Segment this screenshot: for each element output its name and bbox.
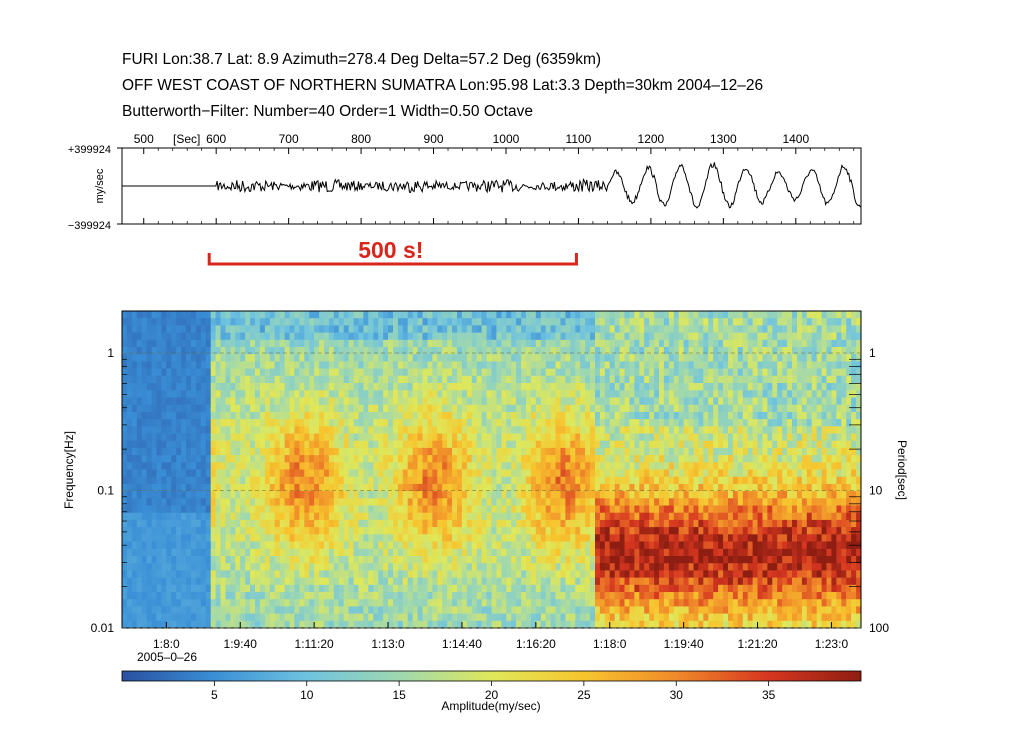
period-tick-label-1: 10	[869, 484, 883, 498]
time-tick-label-9: 1:23:0	[815, 637, 849, 651]
annotation-label: 500 s!	[358, 237, 423, 263]
period-tick-label-2: 100	[869, 621, 889, 635]
date-label: 2005‒0‒26	[137, 650, 197, 664]
frequency-tick-label-0: 1	[107, 346, 114, 360]
time-tick-label-6: 1:18:0	[593, 637, 627, 651]
seismogram-frame	[121, 147, 862, 225]
time-tick-label-2: 1:11:20	[295, 637, 334, 651]
seismogram-xunit: [Sec]	[173, 132, 200, 146]
spectrogram-frame	[121, 310, 862, 629]
time-tick-label-8: 1:21:20	[738, 637, 778, 651]
seismogram-ymax-label: +399924	[68, 144, 111, 156]
time-tick-label-1: 1:9:40	[224, 637, 258, 651]
seismogram-ylabel: my/sec	[94, 168, 106, 203]
colorbar-tick-label-6: 35	[762, 688, 776, 702]
frequency-axis-label: Frequency[Hz]	[62, 431, 76, 509]
event-info: OFF WEST COAST OF NORTHERN SUMATRA Lon:9…	[122, 77, 764, 94]
colorbar	[121, 670, 862, 682]
period-axis-label: Period[sec]	[895, 440, 909, 500]
time-tick-label-4: 1:14:40	[442, 637, 482, 651]
colorbar-tick-label-0: 5	[211, 688, 218, 702]
frequency-tick-label-1: 0.1	[97, 484, 114, 498]
time-tick-label-0: 1:8:0	[153, 637, 180, 651]
seismogram-tick-label-2: 700	[279, 132, 299, 146]
colorbar-tick-label-2: 15	[392, 688, 406, 702]
colorbar-tick-label-4: 25	[577, 688, 591, 702]
station-info: FURI Lon:38.7 Lat: 8.9 Azimuth=278.4 Deg…	[122, 51, 602, 68]
seismogram-tick-label-5: 1000	[493, 132, 520, 146]
time-tick-label-3: 1:13:0	[371, 637, 405, 651]
seismogram-tick-label-0: 500	[134, 132, 154, 146]
seismogram-tick-label-8: 1300	[710, 132, 737, 146]
spectrogram-cells	[122, 311, 861, 628]
seismogram-tick-label-1: 600	[206, 132, 226, 146]
filter-info: Butterworth−Filter: Number=40 Order=1 Wi…	[122, 103, 533, 120]
time-tick-label-5: 1:16:20	[516, 637, 556, 651]
period-tick-label-0: 1	[869, 346, 876, 360]
seismogram-tick-label-6: 1100	[566, 132, 592, 146]
colorbar-tick-label-5: 30	[670, 688, 684, 702]
seismogram-trace	[122, 162, 861, 209]
frequency-tick-label-2: 0.01	[91, 621, 115, 635]
seismogram-tick-label-9: 1400	[782, 132, 809, 146]
colorbar-tick-label-3: 20	[485, 688, 499, 702]
colorbar-label: Amplitude(my/sec)	[441, 699, 540, 713]
seismogram-tick-label-7: 1200	[638, 132, 665, 146]
annotation-bracket	[207, 253, 578, 266]
time-tick-label-7: 1:19:40	[664, 637, 704, 651]
seismogram-tick-label-3: 800	[351, 132, 371, 146]
colorbar-tick-label-1: 10	[300, 688, 314, 702]
seismogram-tick-label-4: 900	[424, 132, 444, 146]
seismogram-ymin-label: −399924	[68, 220, 111, 232]
